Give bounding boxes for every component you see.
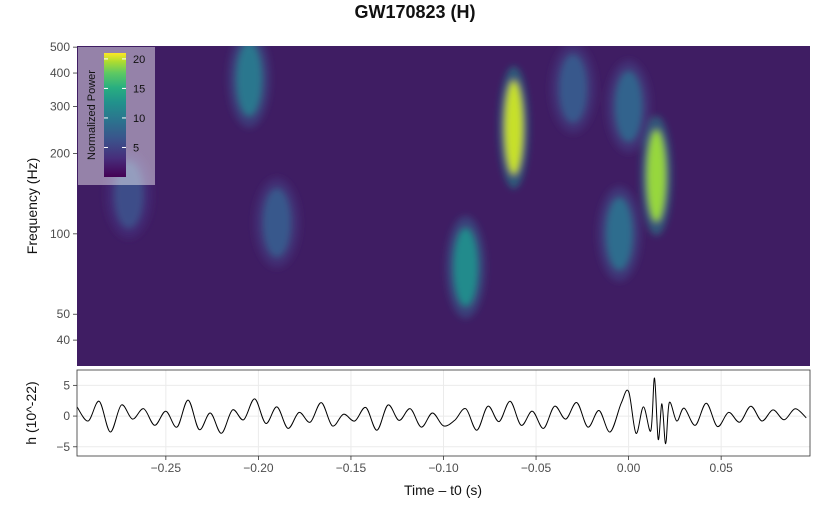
power-peak [558, 53, 588, 124]
colorbar-tick-label: 5 [133, 142, 139, 154]
strain-y-tick-label: −5 [56, 440, 70, 454]
power-peak [262, 188, 292, 258]
power-peak [614, 70, 643, 143]
strain-line [77, 377, 807, 445]
x-tick-label: 0.00 [617, 461, 641, 475]
x-tick-label: −0.20 [243, 461, 274, 475]
spectrogram-y-axis: 40 50 100 200 300 400 500 [50, 40, 77, 347]
colorbar-gradient [104, 53, 126, 177]
x-axis-label: Time – t0 (s) [404, 482, 482, 498]
colorbar-legend: Normalized Power 5 10 15 20 [78, 47, 155, 185]
y-tick-label: 50 [57, 307, 71, 321]
strain-y-tick-label: 5 [63, 378, 70, 392]
spectrogram-background [77, 46, 810, 366]
spectrogram-features [105, 46, 672, 319]
chart-title: GW170823 (H) [354, 2, 476, 22]
strain-series [77, 377, 807, 445]
x-tick-label: 0.05 [709, 461, 733, 475]
spectrogram-y-label: Frequency (Hz) [24, 158, 40, 254]
x-axis: −0.25 −0.20 −0.15 −0.10 −0.05 0.00 0.05 [151, 456, 733, 475]
y-tick-label: 40 [57, 333, 71, 347]
colorbar-tick-label: 15 [133, 83, 145, 95]
power-peak [114, 161, 144, 229]
strain-y-label: h (10^-22) [23, 381, 39, 444]
power-peak [453, 227, 479, 307]
colorbar-tick-label: 10 [133, 113, 145, 125]
y-tick-label: 100 [50, 227, 70, 241]
power-peak [646, 129, 667, 222]
y-tick-label: 500 [50, 40, 70, 54]
strain-y-axis: −5 0 5 [56, 378, 77, 454]
y-tick-label: 400 [50, 66, 70, 80]
x-tick-label: −0.15 [336, 461, 367, 475]
spectrogram-panel: 40 50 100 200 300 400 500 [50, 40, 810, 366]
colorbar-tick-label: 20 [133, 54, 145, 66]
power-peak [504, 80, 524, 175]
x-tick-label: −0.25 [151, 461, 182, 475]
y-tick-label: 200 [50, 146, 70, 160]
power-peak [605, 197, 633, 271]
colorbar-ticks: 5 10 15 20 [104, 54, 145, 154]
colorbar-label: Normalized Power [86, 70, 98, 160]
strain-panel: −5 0 5 −0.25 −0.20 −0.15 −0.10 −0.05 0.00 0.05 [56, 369, 811, 475]
strain-y-tick-label: 0 [63, 409, 70, 423]
x-tick-label: −0.10 [428, 461, 459, 475]
y-tick-label: 300 [50, 99, 70, 113]
power-peak [235, 46, 263, 117]
x-tick-label: −0.05 [521, 461, 552, 475]
strain-grid [77, 370, 810, 456]
